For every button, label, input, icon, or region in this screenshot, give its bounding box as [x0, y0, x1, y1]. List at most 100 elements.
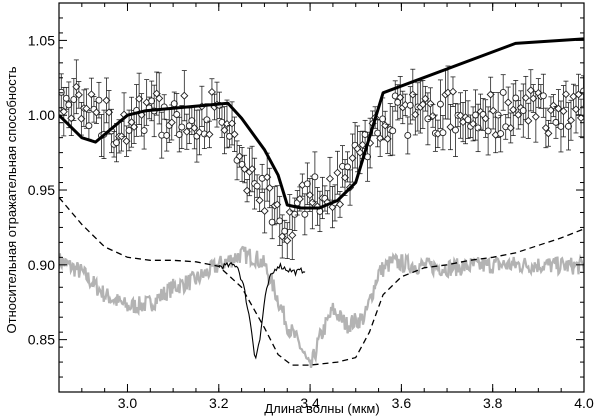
data-point: [295, 194, 304, 204]
data-point: [524, 116, 533, 125]
data-point: [452, 126, 459, 134]
x-tick-label: 3.0: [118, 395, 138, 411]
data-point: [167, 118, 176, 127]
data-point: [531, 112, 540, 121]
data-point: [125, 126, 133, 134]
data-point: [544, 129, 553, 138]
data-point: [549, 101, 558, 110]
data-point: [559, 107, 568, 116]
series-thin-line: [218, 261, 306, 360]
series-gray-line: [59, 245, 584, 368]
data-point: [521, 93, 530, 102]
data-point: [170, 100, 178, 108]
data-point: [344, 163, 351, 171]
data-point: [394, 98, 402, 106]
x-tick-label: 3.4: [300, 395, 320, 411]
data-point: [140, 127, 148, 134]
data-point: [361, 131, 369, 138]
data-point: [472, 111, 480, 119]
data-point: [424, 115, 432, 123]
data-point: [180, 91, 189, 100]
data-point: [335, 200, 345, 209]
data-point: [148, 97, 156, 105]
data-point: [65, 101, 73, 109]
data-point: [230, 130, 239, 139]
data-point: [240, 164, 249, 174]
data-point: [404, 132, 412, 139]
data-point: [566, 116, 576, 125]
series-dashed-line: [59, 197, 584, 366]
data-point: [95, 96, 103, 104]
data-point: [203, 116, 211, 124]
data-point: [291, 210, 299, 218]
y-tick-label: 0.95: [28, 182, 55, 198]
data-point: [74, 90, 83, 99]
data-point: [374, 129, 382, 137]
x-tick-label: 3.2: [209, 395, 229, 411]
data-point: [173, 111, 181, 118]
data-point: [426, 99, 435, 108]
data-point: [576, 113, 584, 122]
data-point: [62, 94, 70, 102]
data-point: [253, 182, 261, 190]
data-point: [557, 123, 565, 130]
data-point: [70, 96, 78, 103]
data-point: [163, 131, 171, 139]
data-point: [85, 122, 93, 130]
data-point: [379, 115, 387, 123]
data-point: [205, 130, 214, 139]
data-point: [474, 124, 482, 132]
data-point: [484, 127, 492, 135]
data-point: [539, 92, 547, 100]
x-axis-label: Длина волны (мкм): [264, 401, 379, 416]
data-point: [87, 90, 96, 99]
data-point: [255, 196, 264, 205]
data-point: [552, 118, 560, 126]
data-point: [464, 116, 472, 124]
tick-layer: 3.0 3.2 3.4 3.6 3.8 4.0 0.85 0.90 0.95 1.00 1.05: [28, 3, 594, 411]
observed-points: [59, 59, 584, 260]
data-point: [325, 174, 334, 183]
x-tick-label: 3.6: [392, 395, 412, 411]
data-point: [504, 98, 513, 107]
y-tick-label: 1.00: [28, 107, 55, 123]
data-point: [519, 107, 527, 115]
data-point: [406, 101, 414, 109]
data-point: [303, 180, 311, 188]
x-tick-label: 4.0: [574, 395, 594, 411]
data-point: [389, 127, 397, 135]
data-point: [260, 206, 269, 216]
x-tick-label: 3.8: [483, 395, 503, 411]
y-tick-label: 0.90: [28, 257, 55, 273]
data-point: [301, 210, 309, 218]
data-point: [238, 160, 246, 168]
data-point: [283, 236, 292, 245]
y-tick-label: 0.85: [28, 332, 55, 348]
data-point: [155, 94, 164, 103]
data-point: [489, 106, 498, 115]
data-point: [265, 183, 274, 193]
data-point: [276, 217, 284, 225]
data-point: [178, 123, 186, 131]
data-point: [288, 231, 297, 240]
data-point: [281, 227, 289, 235]
y-axis-label: Относительная отражательная способность: [4, 66, 19, 333]
data-layer: [59, 37, 584, 368]
data-point: [268, 218, 276, 226]
data-point: [436, 100, 444, 108]
data-point: [333, 168, 342, 177]
data-point: [113, 139, 120, 147]
data-point: [311, 173, 319, 181]
data-point: [82, 104, 91, 113]
data-point: [448, 87, 458, 96]
data-point: [188, 117, 196, 125]
data-point: [207, 87, 216, 97]
data-point: [499, 89, 507, 96]
series-thick-line: [59, 37, 584, 210]
data-point: [446, 123, 455, 132]
data-point: [439, 129, 447, 137]
data-point: [408, 90, 417, 99]
data-point: [175, 131, 183, 139]
